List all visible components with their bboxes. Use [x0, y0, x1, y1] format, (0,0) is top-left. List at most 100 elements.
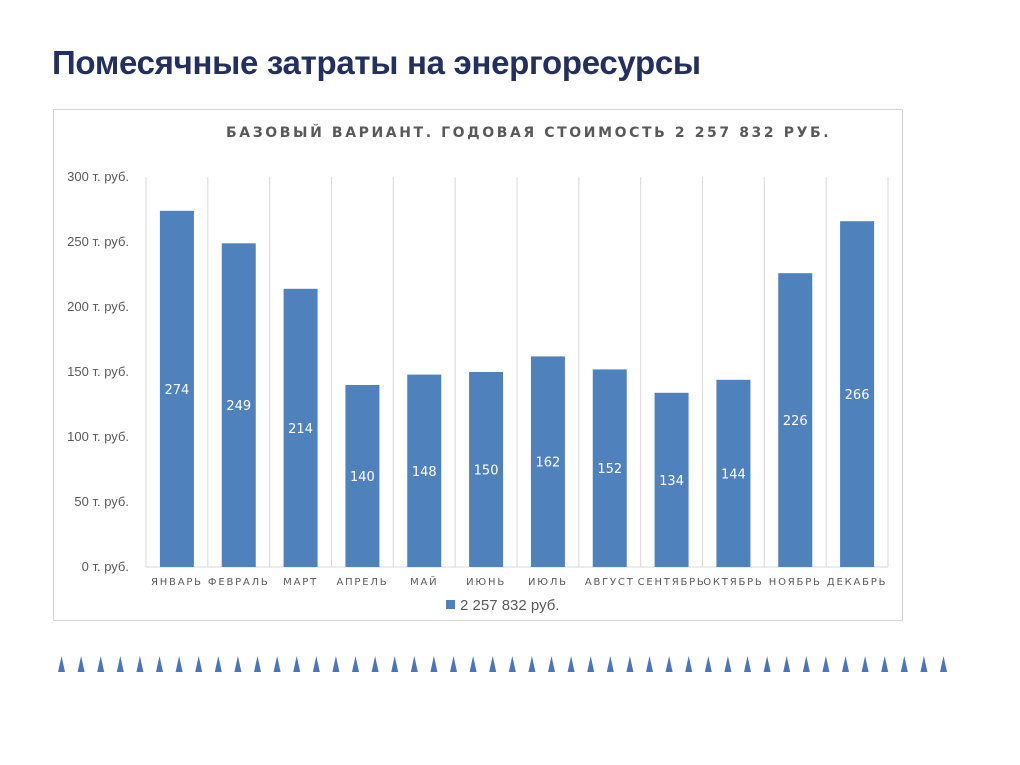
data-label: 144: [721, 467, 746, 482]
chart-title: БАЗОВЫЙ ВАРИАНТ. ГОДОВАЯ СТОИМОСТЬ 2 257…: [226, 124, 831, 141]
triangle-decor: [685, 656, 693, 672]
triangle-decor: [528, 656, 536, 672]
x-axis: ЯНВАРЬ ФЕВРАЛЬ МАРТ АПРЕЛЬ МАЙ ИЮНЬ ИЮЛЬ АВГУСТ…: [151, 575, 887, 588]
triangle-decor: [450, 656, 457, 672]
triangle-decor: [430, 656, 438, 672]
triangle-decor: [136, 656, 144, 672]
triangle-decor: [97, 656, 105, 672]
y-tick-label: 200 т. руб.: [67, 299, 129, 314]
triangle-decor: [744, 656, 751, 672]
x-tick-label: МАРТ: [283, 577, 318, 588]
triangle-decor: [704, 656, 712, 672]
triangle-decor: [332, 656, 340, 672]
chart-container: 274 249 214 140 148 150 162 152 134 144 226 266 0 т…: [53, 109, 903, 621]
triangle-decor: [900, 656, 908, 672]
legend: 2 257 832 руб.: [446, 597, 560, 614]
triangle-decor: [763, 656, 771, 672]
triangle-decor: [77, 656, 85, 672]
data-label: 214: [288, 422, 313, 437]
x-tick-label: НОЯБРЬ: [769, 577, 822, 588]
triangle-decor: [606, 656, 614, 672]
x-tick-label: ИЮНЬ: [466, 577, 506, 588]
x-tick-label: ДЕКАБРЬ: [827, 577, 887, 588]
data-label: 249: [226, 399, 251, 414]
triangle-decor: [783, 656, 791, 672]
triangle-decor: [371, 656, 379, 672]
bar: [778, 273, 813, 567]
bar-layer: [159, 210, 875, 568]
triangle-decor: [881, 656, 889, 672]
triangle-decor: [116, 656, 124, 672]
page-title: Помесячные затраты на энергоресурсы: [52, 44, 701, 81]
triangle-decor: [567, 656, 575, 672]
x-tick-label: ОКТЯБРЬ: [703, 577, 763, 588]
legend-label: 2 257 832 руб.: [460, 597, 560, 614]
triangle-decor: [410, 656, 418, 672]
triangle-decor: [293, 656, 301, 672]
triangle-decor: [802, 656, 810, 672]
bar: [407, 374, 442, 567]
y-tick-label: 150 т. руб.: [67, 364, 129, 379]
triangle-decor: [646, 656, 653, 672]
y-tick-label: 0 т. руб.: [82, 559, 129, 574]
bar: [592, 369, 627, 567]
data-label: 274: [165, 383, 190, 398]
triangle-decor: [822, 656, 830, 672]
triangle-decor: [920, 656, 928, 672]
y-tick-label: 300 т. руб.: [67, 169, 129, 184]
triangle-decor: [273, 656, 281, 672]
triangle-decor: [940, 656, 947, 672]
x-tick-label: ИЮЛЬ: [528, 577, 568, 588]
triangle-decor: [489, 656, 497, 672]
x-tick-label: МАЙ: [410, 575, 438, 588]
triangle-decor: [842, 656, 849, 672]
triangle-decor: [175, 656, 183, 672]
triangle-decor: [391, 656, 399, 672]
data-label: 162: [536, 456, 561, 471]
triangle-decor: [156, 656, 163, 672]
x-tick-label: ЯНВАРЬ: [151, 577, 203, 588]
triangle-decor: [58, 656, 65, 672]
data-label: 140: [350, 470, 375, 485]
triangle-decor: [312, 656, 320, 672]
data-label: 134: [659, 474, 684, 489]
decorative-triangle-border: [58, 656, 947, 672]
x-tick-label: СЕНТЯБРЬ: [638, 577, 706, 588]
bar: [283, 288, 318, 567]
y-tick-label: 50 т. руб.: [74, 494, 129, 509]
y-tick-label: 100 т. руб.: [67, 429, 129, 444]
bar: [840, 221, 875, 567]
legend-swatch: [446, 600, 455, 609]
triangle-decor: [352, 656, 359, 672]
bar: [159, 210, 194, 568]
triangle-decor: [214, 656, 222, 672]
y-tick-label: 250 т. руб.: [67, 234, 129, 249]
triangle-decor: [724, 656, 732, 672]
grid-layer: [145, 177, 889, 568]
x-tick-label: АВГУСТ: [585, 577, 635, 588]
x-tick-label: ФЕВРАЛЬ: [208, 577, 270, 588]
x-tick-label: АПРЕЛЬ: [336, 577, 388, 588]
bar: [530, 356, 565, 567]
data-label: 150: [474, 464, 499, 479]
triangle-decor: [195, 656, 203, 672]
data-label: 148: [412, 465, 437, 480]
triangle-decor: [254, 656, 261, 672]
data-label: 226: [783, 414, 808, 429]
data-label: 266: [845, 388, 870, 403]
bar: [716, 379, 751, 567]
triangle-decor: [665, 656, 673, 672]
bar: [654, 392, 689, 567]
triangle-decor: [234, 656, 242, 672]
data-label-layer: 274 249 214 140 148 150 162 152 134 144 226 266: [165, 383, 870, 489]
data-label: 152: [597, 462, 622, 477]
triangle-decor: [548, 656, 555, 672]
bar: [221, 243, 256, 568]
bar: [345, 385, 380, 567]
triangle-decor: [861, 656, 869, 672]
triangle-decor: [626, 656, 634, 672]
bar-chart: 274 249 214 140 148 150 162 152 134 144 226 266 0 т…: [67, 124, 889, 614]
triangle-decor: [587, 656, 595, 672]
y-axis: 0 т. руб. 50 т. руб. 100 т. руб. 150 т. руб…: [67, 169, 129, 574]
triangle-decor: [469, 656, 477, 672]
